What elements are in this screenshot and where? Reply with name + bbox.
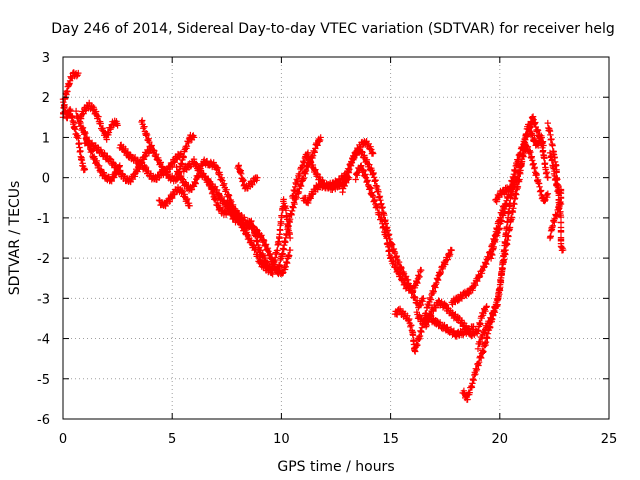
y-tick-label: -3	[37, 292, 50, 307]
series-arc-12	[234, 162, 261, 192]
x-axis-label: GPS time / hours	[277, 459, 394, 475]
axis-ticks: 0 5 10 15 20 25 -6 -5 -4 -3 -2 -1 0 1 2 3	[37, 51, 617, 447]
data-marker-path	[422, 297, 490, 340]
y-tick-label: 0	[42, 172, 50, 187]
y-tick-label: -4	[37, 333, 50, 348]
series-arc-18	[339, 143, 427, 311]
data-marker-path	[492, 142, 552, 205]
series-arc-29	[546, 149, 565, 242]
y-tick-label: 1	[42, 131, 50, 146]
x-tick-label: 25	[601, 432, 618, 447]
chart-title: Day 246 of 2014, Sidereal Day-to-day VTE…	[51, 21, 614, 37]
y-axis-label: SDTVAR / TECUs	[7, 181, 23, 296]
y-tick-label: 3	[42, 51, 50, 66]
series-arc-19	[352, 162, 425, 295]
data-points	[59, 69, 567, 403]
data-marker-path	[203, 175, 241, 226]
series-arc-28	[544, 119, 567, 254]
series-arc-22	[422, 297, 490, 340]
y-tick-label: 2	[42, 91, 50, 106]
x-tick-label: 10	[273, 432, 290, 447]
data-marker-path	[546, 149, 565, 242]
y-tick-label: -2	[37, 252, 50, 267]
y-tick-label: -1	[37, 212, 50, 227]
x-tick-label: 15	[382, 432, 399, 447]
series-arc-20	[391, 246, 455, 355]
data-marker-path	[339, 143, 427, 311]
data-marker-path	[81, 136, 154, 186]
series-arc-6	[116, 141, 185, 183]
series-arc-11	[203, 175, 241, 226]
series-arc-27	[492, 142, 552, 205]
series-arc-4	[77, 99, 121, 143]
data-marker-path	[352, 162, 425, 295]
y-tick-label: -6	[37, 413, 50, 428]
series-arc-25	[474, 121, 547, 352]
y-tick-label: -5	[37, 373, 50, 388]
data-marker-path	[116, 141, 185, 183]
series-arc-5	[81, 136, 154, 186]
data-marker-path	[155, 184, 193, 210]
x-tick-label: 5	[168, 432, 176, 447]
series-arc-8	[155, 184, 193, 210]
data-marker-path	[77, 99, 121, 143]
grid	[63, 57, 609, 419]
data-marker-path	[234, 162, 261, 192]
data-marker-path	[474, 121, 547, 352]
x-tick-label: 20	[492, 432, 509, 447]
plot-frame	[62, 56, 610, 420]
data-marker-path	[544, 119, 567, 254]
x-tick-label: 0	[59, 432, 67, 447]
data-marker-path	[391, 246, 455, 355]
